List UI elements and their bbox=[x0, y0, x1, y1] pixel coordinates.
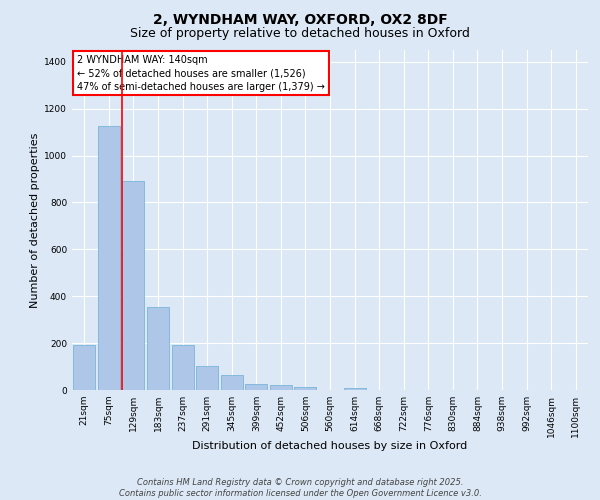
Bar bbox=[196, 366, 218, 390]
Bar bbox=[172, 344, 194, 390]
Text: 2 WYNDHAM WAY: 140sqm
← 52% of detached houses are smaller (1,526)
47% of semi-d: 2 WYNDHAM WAY: 140sqm ← 52% of detached … bbox=[77, 55, 325, 92]
Bar bbox=[147, 308, 169, 390]
Bar bbox=[295, 386, 316, 390]
Text: Contains HM Land Registry data © Crown copyright and database right 2025.
Contai: Contains HM Land Registry data © Crown c… bbox=[119, 478, 481, 498]
X-axis label: Distribution of detached houses by size in Oxford: Distribution of detached houses by size … bbox=[193, 441, 467, 451]
Bar bbox=[270, 385, 292, 390]
Y-axis label: Number of detached properties: Number of detached properties bbox=[30, 132, 40, 308]
Text: Size of property relative to detached houses in Oxford: Size of property relative to detached ho… bbox=[130, 28, 470, 40]
Bar bbox=[73, 344, 95, 390]
Bar bbox=[245, 384, 268, 390]
Bar bbox=[122, 180, 145, 390]
Bar bbox=[98, 126, 120, 390]
Bar bbox=[344, 388, 365, 390]
Bar bbox=[221, 376, 243, 390]
Text: 2, WYNDHAM WAY, OXFORD, OX2 8DF: 2, WYNDHAM WAY, OXFORD, OX2 8DF bbox=[152, 12, 448, 26]
